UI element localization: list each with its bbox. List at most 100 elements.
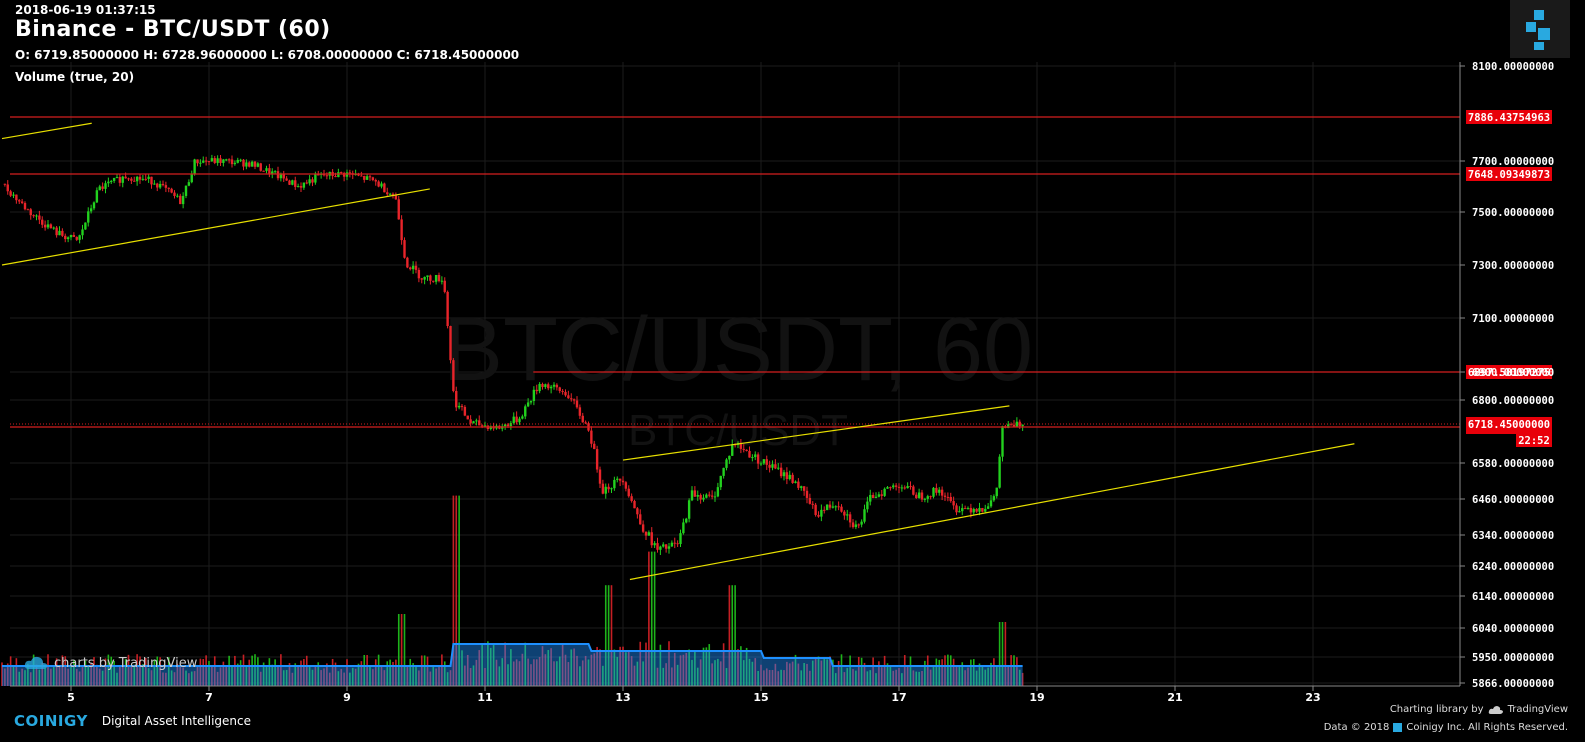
candle-body (641, 524, 645, 532)
candle-body (135, 176, 139, 182)
candle-body (32, 215, 35, 217)
volume-bar (820, 660, 823, 686)
volume-bar (438, 666, 440, 686)
trend-line[interactable] (1, 188, 430, 266)
volume-bar (199, 658, 202, 686)
time-axis[interactable]: 5 7 9 11 13 15 17 19 21 23 (10, 685, 1460, 704)
candle-body (673, 542, 676, 544)
time-tick-label: 7 (205, 691, 213, 704)
volume-bar (167, 657, 170, 686)
candle-body (173, 192, 176, 196)
candle-body (89, 208, 93, 212)
coinigy-small-icon (1393, 723, 1403, 732)
candle-body (101, 186, 104, 189)
volume-bar (581, 660, 584, 686)
volume-bar (886, 663, 889, 686)
candle-body (6, 184, 9, 192)
volume-pane (1, 495, 1024, 686)
candle-body (679, 533, 682, 545)
candle-body (3, 183, 7, 185)
price-axis[interactable]: 8100.00000000 7700.00000000 7500.00000000 7… (1459, 61, 1554, 690)
volume-bar (254, 654, 256, 686)
candle-body (334, 175, 337, 178)
candle-body (802, 486, 806, 491)
horizontal-level-label: 6897.58197275 (1468, 367, 1550, 379)
coinigy-logo[interactable] (1510, 0, 1570, 58)
volume-bar (21, 668, 23, 686)
volume-bar (216, 671, 219, 686)
candle-body (716, 487, 720, 497)
candle-body (670, 542, 674, 547)
horizontal-levels[interactable]: 7886.437549637648.093498736897.581972756… (10, 110, 1552, 447)
candle-body (414, 265, 418, 270)
volume-bar (179, 666, 182, 686)
volume-bar (280, 654, 282, 686)
volume-bar (484, 668, 486, 686)
candle-body (800, 486, 803, 488)
volume-bar (150, 670, 153, 686)
volume-bar (185, 670, 187, 686)
candle-body (245, 162, 248, 167)
volume-bar (740, 646, 742, 686)
candle-body (532, 389, 536, 402)
volume-bar (55, 658, 58, 686)
chart-watermark: BTC/USDT, 60 (443, 300, 1033, 400)
candle-body (552, 384, 556, 387)
candle-body (662, 544, 665, 547)
volume-bar (208, 660, 210, 686)
trend-lines[interactable] (1, 122, 1355, 581)
candle-body (682, 522, 685, 534)
volume-bar (510, 649, 512, 686)
candle-body (46, 224, 50, 228)
volume-bar (567, 662, 570, 686)
candle-body (81, 229, 84, 236)
volume-bar (239, 660, 242, 686)
volume-bar (533, 659, 535, 686)
candle-body (774, 464, 777, 469)
chart-datetime: 2018-06-19 01:37:15 (15, 3, 156, 17)
volume-bar (970, 659, 972, 686)
volume-bar (889, 666, 892, 686)
volume-bar (564, 654, 567, 686)
volume-bar (972, 659, 975, 686)
volume-indicator-label[interactable]: Volume (true, 20) (15, 70, 135, 84)
volume-bar (880, 667, 883, 686)
trend-line[interactable] (1, 122, 92, 140)
volume-bar (162, 672, 164, 686)
volume-bar (728, 585, 731, 686)
candle-body (311, 179, 314, 183)
candle-body (348, 172, 352, 174)
candle-body (18, 200, 21, 202)
volume-bar (676, 664, 679, 686)
candle-body (966, 507, 970, 509)
volume-bar (826, 659, 828, 686)
volume-bar (544, 654, 547, 686)
volume-bar (648, 551, 650, 686)
candle-body (710, 495, 714, 497)
candle-body (909, 486, 912, 488)
volume-bar (308, 665, 311, 686)
candle-body (708, 494, 711, 496)
tradingview-link[interactable]: TradingView (1507, 704, 1568, 715)
volume-bar (834, 673, 837, 686)
trend-line[interactable] (622, 405, 1010, 461)
volume-bar (903, 655, 906, 686)
footer-brand-name[interactable]: COINIGY (14, 712, 88, 730)
volume-bar (90, 663, 92, 686)
candle-body (593, 443, 596, 450)
time-tick-label: 9 (343, 691, 351, 704)
volume-bar (553, 661, 555, 686)
volume-bar (222, 661, 225, 686)
volume-bar (1, 662, 3, 686)
candle-body (751, 457, 754, 459)
tradingview-badge[interactable]: charts by TradingView (24, 655, 197, 671)
candle-body (110, 180, 113, 182)
volume-bar (133, 664, 136, 686)
candle-body (722, 467, 725, 476)
volume-bar (78, 671, 81, 686)
volume-bar (478, 650, 481, 686)
candle-body (95, 190, 99, 203)
trend-line[interactable] (629, 443, 1355, 581)
volume-bar (1004, 622, 1007, 686)
